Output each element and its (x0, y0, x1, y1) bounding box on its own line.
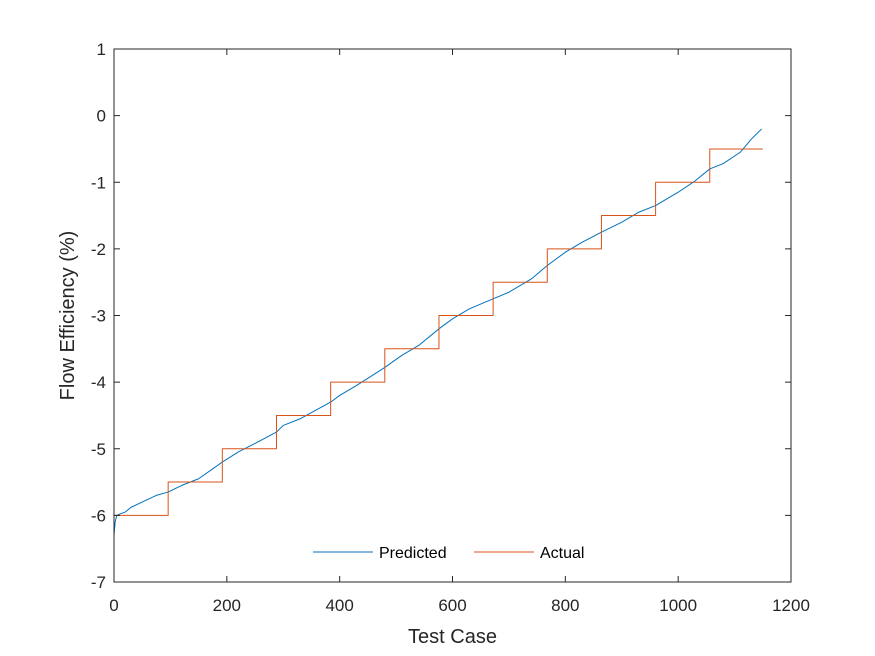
y-tick-label: -5 (91, 440, 106, 459)
legend-label-actual: Actual (540, 545, 584, 562)
x-tick-label: 1000 (659, 596, 697, 615)
y-tick-label: -2 (91, 240, 106, 259)
ticks-layer: 0 200 400 600 800 1000 1200 1 0 -1 -2 -3 -4 -5 -6 -7 (91, 40, 810, 615)
x-axis-label: Test Case (408, 626, 497, 648)
legend-label-predicted: Predicted (379, 545, 447, 562)
series-layer (113, 128, 763, 536)
y-axis-label: Flow Efficiency (%) (57, 231, 79, 401)
x-tick-label: 800 (551, 596, 579, 615)
y-tick-label: -7 (91, 573, 106, 592)
series-line-actual (114, 148, 763, 516)
y-tick-label: -3 (91, 307, 106, 326)
x-tick-label: 0 (109, 596, 118, 615)
x-tick-label: 1200 (772, 596, 810, 615)
legend: Predicted Actual (305, 537, 602, 567)
y-tick-label: 0 (97, 107, 106, 126)
x-tick-label: 400 (325, 596, 353, 615)
y-tick-label: -1 (91, 173, 106, 192)
x-tick-label: 200 (213, 596, 241, 615)
y-tick-label: 1 (97, 40, 106, 59)
y-tick-label: -4 (91, 373, 106, 392)
x-tick-label: 600 (438, 596, 466, 615)
y-tick-label: -6 (91, 506, 106, 525)
